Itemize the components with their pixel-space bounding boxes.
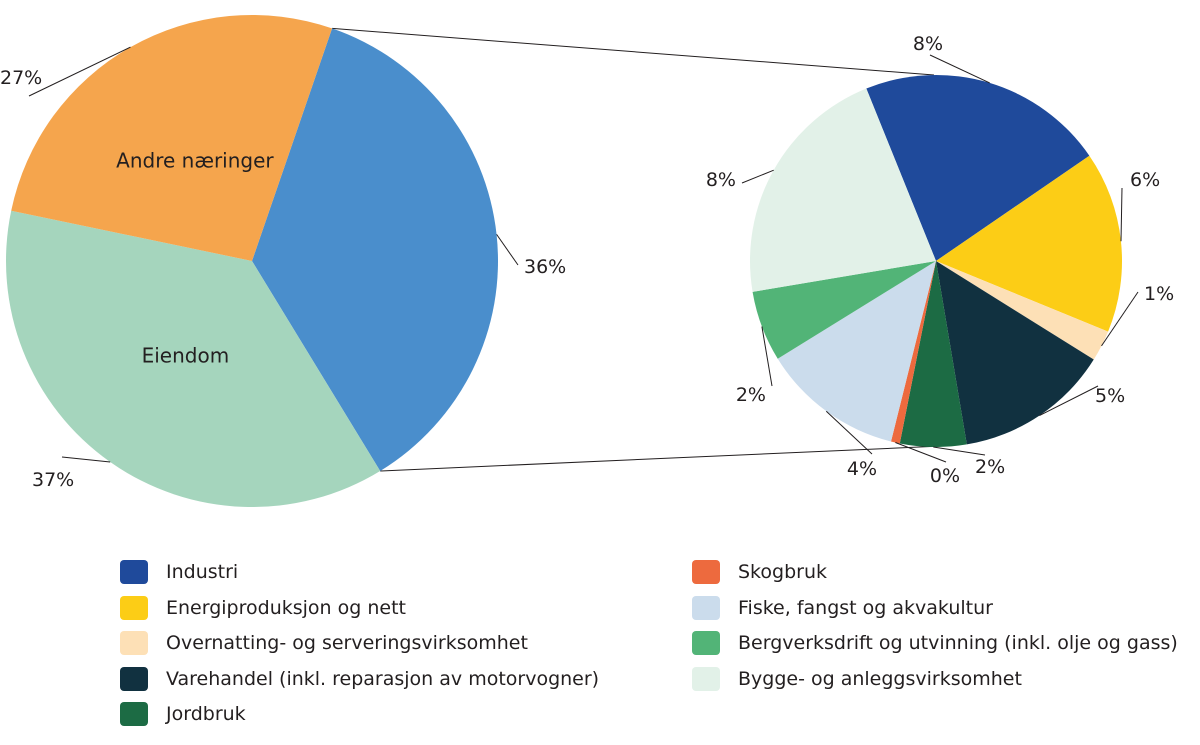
detail-percent-label: 2% [975, 456, 1005, 478]
detail-percent-label: 1% [1144, 283, 1174, 305]
legend-label: Bergverksdrift og utvinning (inkl. olje … [738, 632, 1178, 654]
main-percent-label: 37% [32, 469, 74, 491]
detail-slice-fiske-fangst-og-akvakultur [777, 261, 936, 442]
detail-percent-label: 6% [1130, 169, 1160, 191]
legend-label: Industri [166, 561, 239, 583]
main-leader-line [61, 456, 111, 463]
detail-leader-line [761, 326, 773, 387]
legend-item-energiproduksjon-og-nett: Energiproduksjon og nett [120, 594, 406, 622]
legend-swatch [692, 631, 720, 655]
legend-label: Jordbruk [166, 703, 246, 725]
main-slice-eiendom [6, 210, 381, 507]
legend-swatch [120, 666, 148, 691]
connector-line-top [332, 27, 935, 76]
legend-label: Varehandel (inkl. reparasjon av motorvog… [166, 667, 600, 690]
legend-item-jordbruk: Jordbruk [120, 700, 246, 728]
detail-percent-label: 0% [930, 465, 960, 487]
detail-slice-industri [866, 74, 1090, 261]
legend-swatch [692, 560, 720, 584]
legend-item-bergverksdrift-og-utvinning-inkl-olje-og-gass: Bergverksdrift og utvinning (inkl. olje … [692, 629, 1178, 657]
legend-item-industri: Industri [120, 558, 238, 586]
detail-leader-line [1101, 291, 1139, 347]
legend-label: Bygge- og anleggsvirksomhet [738, 667, 1022, 690]
legend-item-bygge-og-anleggsvirksomhet: Bygge- og anleggsvirksomhet [692, 665, 1022, 693]
main-percent-label: 36% [524, 256, 566, 278]
main-slice-label-andre-naeringer: Andre næringer [116, 149, 274, 173]
legend-item-skogbruk: Skogbruk [692, 558, 827, 586]
legend-item-fiske-fangst-og-akvakultur: Fiske, fangst og akvakultur [692, 594, 993, 622]
legend-swatch [692, 666, 720, 691]
detail-leader-line [929, 54, 990, 84]
main-slice-label-eiendom: Eiendom [142, 344, 230, 368]
detail-leader-line [1120, 187, 1123, 242]
detail-percent-label: 8% [913, 33, 943, 55]
detail-leader-line [895, 442, 947, 463]
detail-slice-bergverksdrift-og-utvinning-inkl-olje-og-gass [752, 261, 936, 359]
legend-swatch [120, 631, 148, 655]
legend-swatch [692, 595, 720, 620]
detail-leader-line [933, 446, 986, 456]
detail-leader-line [741, 169, 774, 184]
legend-label: Skogbruk [738, 561, 827, 583]
detail-slice-jordbruk [899, 261, 967, 448]
legend-swatch [120, 595, 148, 620]
detail-slice-energiproduksjon-og-nett [936, 155, 1123, 332]
connector-lines [332, 27, 943, 472]
detail-percent-label: 5% [1095, 385, 1125, 407]
pie-of-pie-chart: Eiendom Andre næringer 36% 37% 27% 8% 6% 1% 5% 2… [0, 14, 1174, 507]
legend-label: Energiproduksjon og nett [166, 596, 406, 619]
detail-slice-overnatting-og-serveringsvirksomhet [936, 261, 1109, 360]
legend-swatch [120, 560, 148, 584]
detail-percent-label: 2% [736, 384, 766, 406]
detail-leader-line [1039, 385, 1099, 417]
detail-slice-skogbruk [891, 261, 936, 444]
detail-pie: 8% 6% 1% 5% 2% 0% 4% 2% 8% [706, 33, 1174, 487]
main-slice-andre-naeringer [11, 14, 333, 261]
detail-leader-line [825, 410, 873, 455]
legend-item-varehandel-inkl-reparasjon-av-motorvogner: Varehandel (inkl. reparasjon av motorvog… [120, 665, 599, 693]
main-leader-line [28, 46, 131, 97]
connector-line-bottom [380, 445, 943, 472]
detail-percent-label: 8% [706, 169, 736, 191]
legend: Industri Energiproduksjon og nett Overnatt… [120, 558, 1190, 738]
main-slice-share-0 [252, 28, 498, 471]
legend-swatch [120, 702, 148, 726]
main-percent-label: 27% [0, 67, 42, 89]
main-pie: Eiendom Andre næringer 36% 37% 27% [0, 14, 566, 507]
detail-slice-bygge-og-anleggsvirksomhet [749, 88, 936, 292]
main-leader-line [496, 234, 519, 266]
legend-label: Overnatting- og serveringsvirksomhet [166, 632, 528, 654]
legend-item-overnatting-og-serveringsvirksomhet: Overnatting- og serveringsvirksomhet [120, 629, 528, 657]
detail-percent-label: 4% [847, 458, 877, 480]
detail-slice-varehandel-inkl-reparasjon-av-motorvogner [936, 261, 1094, 445]
legend-label: Fiske, fangst og akvakultur [738, 596, 993, 619]
